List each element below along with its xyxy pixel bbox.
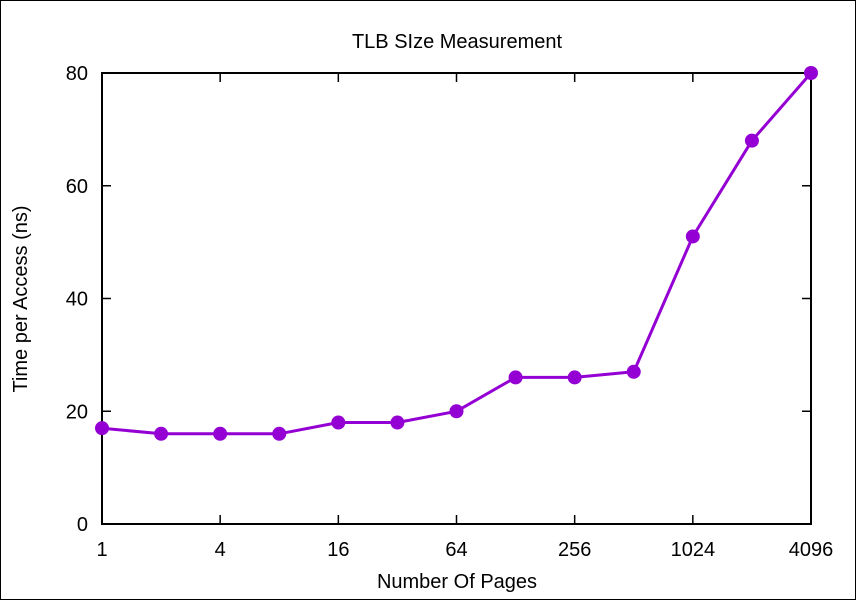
data-point <box>626 364 641 379</box>
y-tick-label: 60 <box>66 176 88 198</box>
data-point <box>213 426 228 441</box>
y-tick-label: 0 <box>77 514 88 536</box>
x-tick-label: 64 <box>445 539 467 561</box>
x-tick-label: 1024 <box>671 539 716 561</box>
data-point <box>154 426 169 441</box>
x-tick-label: 4096 <box>789 539 834 561</box>
series-layer <box>95 66 818 441</box>
data-point <box>95 421 109 436</box>
x-tick-label: 256 <box>558 539 591 561</box>
x-axis-label: Number Of Pages <box>377 571 537 593</box>
series-line <box>101 72 813 436</box>
data-point <box>804 66 818 80</box>
data-point <box>272 426 287 441</box>
axes-ticks: 0 20 40 60 80 1 4 16 64 256 1024 4096 <box>66 63 834 561</box>
x-tick-label: 16 <box>327 539 349 561</box>
data-point <box>449 404 464 419</box>
y-tick-label: 40 <box>66 289 88 311</box>
x-tick-label: 1 <box>96 539 107 561</box>
y-axis-label: Time per Access (ns) <box>10 205 32 392</box>
data-point <box>390 415 405 430</box>
x-tick-label: 4 <box>215 539 226 561</box>
chart-title: TLB SIze Measurement <box>352 31 563 53</box>
y-tick-label: 80 <box>66 63 88 85</box>
data-point <box>685 229 700 244</box>
y-tick-label: 20 <box>66 401 88 423</box>
plot-area-border <box>101 72 812 525</box>
data-point <box>744 133 759 148</box>
data-point <box>331 415 346 430</box>
data-point <box>567 370 582 385</box>
data-point <box>508 370 523 385</box>
